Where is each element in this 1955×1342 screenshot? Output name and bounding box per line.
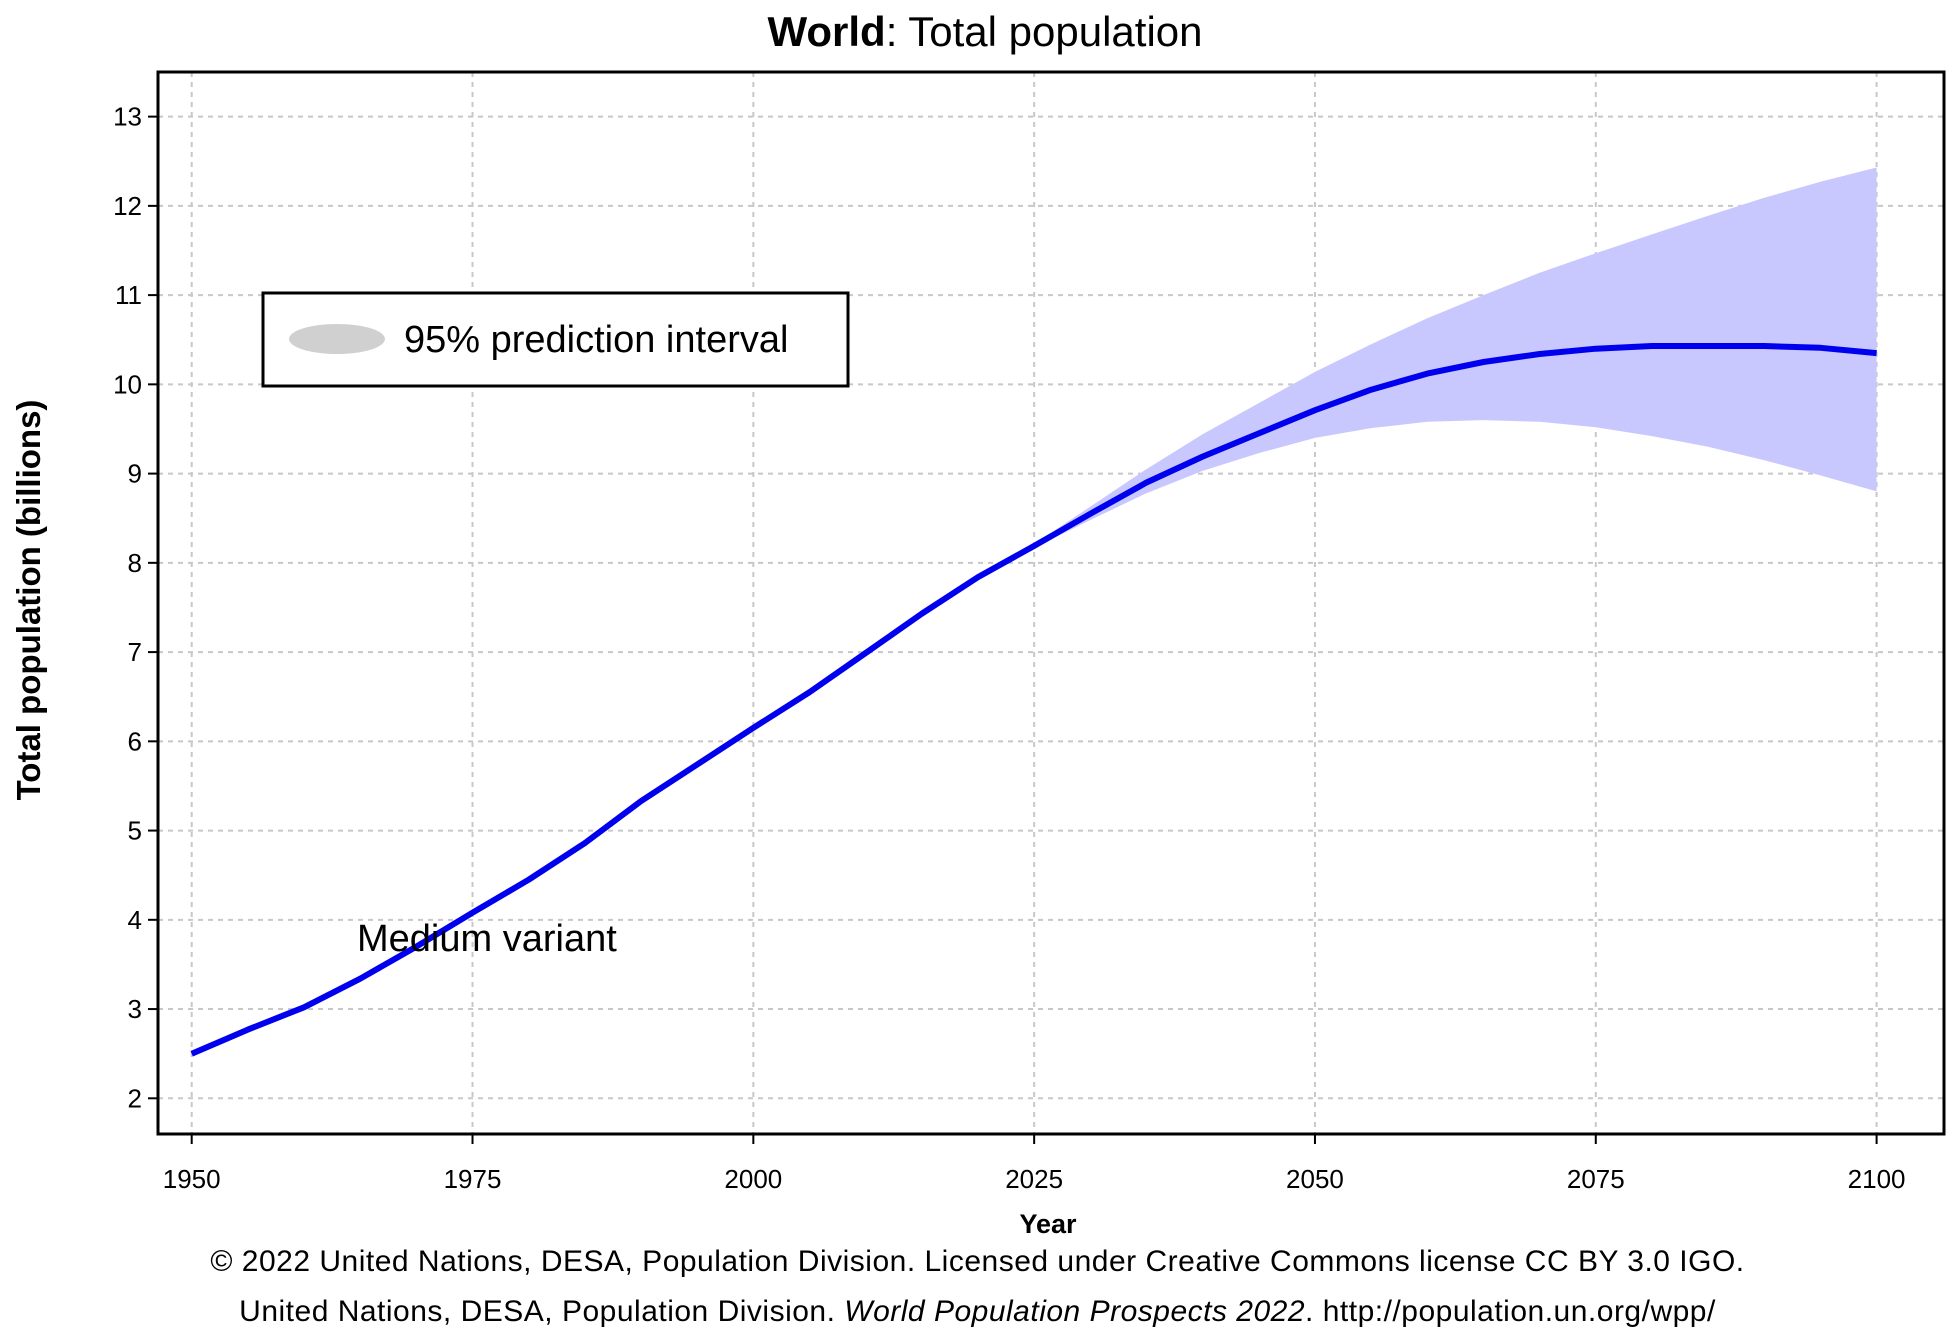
x-tick-label: 2050 bbox=[1286, 1164, 1344, 1194]
citation-suffix: . http://population.un.org/wpp/ bbox=[1305, 1295, 1716, 1328]
y-tick-label: 7 bbox=[128, 637, 142, 667]
legend: 95% prediction interval bbox=[261, 291, 850, 388]
legend-label: 95% prediction interval bbox=[404, 319, 788, 361]
y-tick-label: 10 bbox=[113, 369, 142, 399]
citation-line: United Nations, DESA, Population Divisio… bbox=[0, 1295, 1955, 1329]
citation-prefix: United Nations, DESA, Population Divisio… bbox=[239, 1295, 845, 1328]
medium-variant-line bbox=[190, 343, 1877, 1057]
y-tick-label: 4 bbox=[128, 905, 142, 935]
legend-swatch bbox=[289, 324, 385, 354]
x-axis: 1950 1975 2000 2025 2050 2075 2100 bbox=[163, 1134, 1906, 1194]
y-tick-label: 6 bbox=[128, 726, 142, 756]
y-axis-label: Total population (billions) bbox=[10, 400, 47, 801]
x-tick-label: 1950 bbox=[163, 1164, 221, 1194]
citation-title: World Population Prospects 2022 bbox=[844, 1295, 1306, 1328]
y-tick-label: 5 bbox=[128, 816, 142, 846]
y-tick-label: 9 bbox=[128, 459, 142, 489]
medium-variant-annotation: Medium variant bbox=[357, 918, 617, 960]
x-tick-label: 2075 bbox=[1567, 1164, 1625, 1194]
grid-lines bbox=[158, 72, 1944, 1134]
copyright-line: © 2022 United Nations, DESA, Population … bbox=[210, 1245, 1745, 1278]
y-tick-label: 12 bbox=[113, 191, 142, 221]
chart-title: World: Total population bbox=[767, 8, 1202, 55]
x-axis-label: Year bbox=[1019, 1209, 1077, 1239]
x-tick-label: 2025 bbox=[1005, 1164, 1063, 1194]
y-tick-label: 8 bbox=[128, 548, 142, 578]
chart-title-bold: World bbox=[767, 8, 885, 55]
x-tick-label: 1975 bbox=[444, 1164, 502, 1194]
chart-title-rest: : Total population bbox=[886, 8, 1203, 55]
y-tick-label: 2 bbox=[128, 1083, 142, 1113]
plot-frame bbox=[156, 70, 1946, 1136]
prediction-interval-band bbox=[1011, 167, 1877, 559]
x-tick-label: 2100 bbox=[1848, 1164, 1906, 1194]
y-tick-label: 3 bbox=[128, 994, 142, 1024]
y-axis: 2 3 4 5 6 7 8 9 10 11 12 13 bbox=[113, 102, 158, 1113]
y-tick-label: 13 bbox=[113, 102, 142, 132]
y-tick-label: 11 bbox=[115, 280, 142, 310]
x-tick-label: 2000 bbox=[724, 1164, 782, 1194]
